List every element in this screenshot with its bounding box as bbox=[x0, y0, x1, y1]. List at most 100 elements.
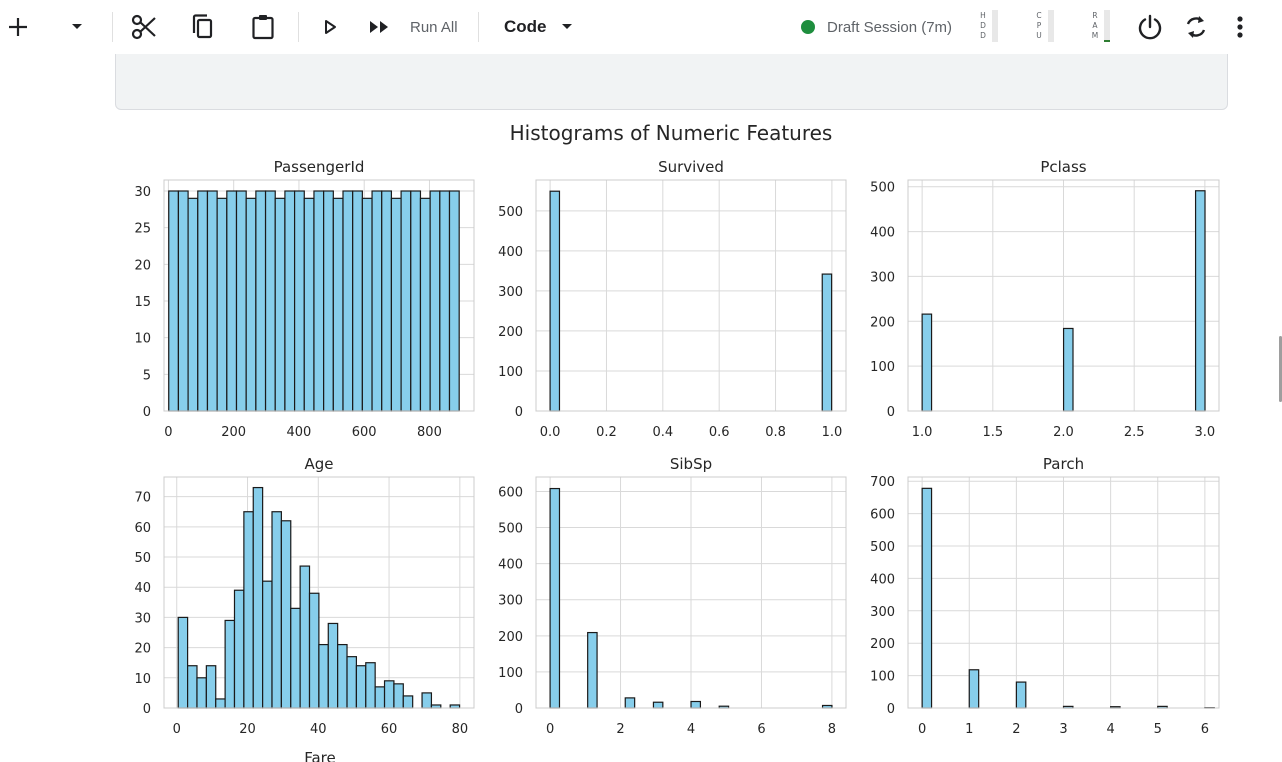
add-cell-button[interactable] bbox=[4, 11, 32, 43]
paste-button[interactable] bbox=[248, 10, 278, 44]
histogram-bar bbox=[365, 662, 376, 709]
y-tick-label: 20 bbox=[134, 258, 151, 273]
x-tick-label: 40 bbox=[310, 722, 327, 737]
y-tick-label: 500 bbox=[498, 522, 523, 537]
histogram-bar bbox=[303, 197, 315, 412]
y-tick-label: 30 bbox=[134, 611, 151, 626]
histogram-bar bbox=[177, 616, 189, 709]
y-tick-label: 300 bbox=[870, 605, 895, 620]
x-tick-label: 1.5 bbox=[982, 425, 1003, 440]
histogram-bar bbox=[400, 190, 412, 412]
copy-button[interactable] bbox=[188, 10, 218, 44]
x-tick-label: 200 bbox=[221, 425, 246, 440]
y-tick-label: 10 bbox=[134, 672, 151, 687]
x-tick-label: 800 bbox=[417, 425, 442, 440]
x-tick-label: 2 bbox=[616, 722, 624, 737]
cut-button[interactable] bbox=[128, 10, 160, 44]
power-button[interactable] bbox=[1134, 10, 1166, 44]
figure-title: Histograms of Numeric Features bbox=[510, 121, 833, 145]
histogram-bar bbox=[187, 665, 198, 709]
histogram-bar bbox=[439, 190, 451, 412]
x-tick-label: 0 bbox=[173, 722, 181, 737]
toolbar-divider bbox=[298, 12, 299, 42]
subplot-passengerid: 0 200 400 600 800 0 5 10 15 20 25 30 PassengerId bbox=[134, 158, 475, 440]
cell-type-select[interactable]: Code bbox=[496, 11, 586, 43]
y-tick-label: 400 bbox=[870, 572, 895, 587]
histogram-bar bbox=[318, 643, 329, 709]
subplot-age: 0 20 40 60 80 0 10 20 30 40 50 60 70 Age bbox=[134, 455, 475, 737]
histogram-bar bbox=[690, 700, 702, 709]
subplot-parch: 0 1 2 3 4 5 6 0 100 200 300 400 500 600 700 Parch bbox=[870, 455, 1220, 737]
histogram-bar bbox=[255, 190, 267, 412]
y-tick-label: 60 bbox=[134, 521, 151, 536]
y-tick-label: 400 bbox=[498, 245, 523, 260]
axes-frame bbox=[535, 179, 847, 412]
cpu-meter-bar bbox=[1048, 10, 1054, 42]
x-tick-label: 1 bbox=[965, 722, 973, 737]
histogram-bar bbox=[233, 589, 245, 709]
session-status-dot bbox=[801, 20, 815, 34]
histogram-bar bbox=[390, 197, 402, 412]
y-tick-label: 0 bbox=[887, 405, 895, 420]
more-options-button[interactable] bbox=[1226, 10, 1254, 44]
y-tick-label: 0 bbox=[143, 702, 151, 717]
more-vert-icon bbox=[1237, 16, 1243, 38]
chevron-down-icon bbox=[561, 24, 572, 29]
y-tick-label: 100 bbox=[498, 666, 523, 681]
histogram-bar bbox=[821, 273, 833, 412]
y-tick-label: 100 bbox=[870, 670, 895, 685]
x-tick-label: 80 bbox=[452, 722, 469, 737]
y-tick-label: 100 bbox=[498, 365, 523, 380]
histogram-bar bbox=[1194, 190, 1206, 412]
run-all-button[interactable]: Run All bbox=[366, 11, 466, 43]
y-tick-label: 300 bbox=[870, 270, 895, 285]
y-tick-label: 30 bbox=[134, 185, 151, 200]
subplot-pclass: 1.0 1.5 2.0 2.5 3.0 0 100 200 300 400 500 Pclass bbox=[870, 158, 1220, 440]
histogram-bar bbox=[421, 692, 433, 709]
x-tick-label: 0.8 bbox=[765, 425, 786, 440]
restart-button[interactable] bbox=[1180, 10, 1212, 44]
histogram-bar bbox=[332, 197, 344, 412]
x-tick-label: 20 bbox=[239, 722, 256, 737]
y-tick-label: 500 bbox=[498, 205, 523, 220]
toolbar-divider bbox=[112, 12, 113, 42]
x-tick-label: 2 bbox=[1012, 722, 1020, 737]
histogram-bar bbox=[1062, 327, 1074, 412]
y-tick-label: 0 bbox=[515, 702, 523, 717]
y-tick-label: 600 bbox=[498, 485, 523, 500]
run-all-label: Run All bbox=[410, 18, 458, 36]
histogram-bar bbox=[168, 190, 180, 412]
run-cell-button[interactable] bbox=[316, 11, 344, 43]
scrollbar-thumb[interactable] bbox=[1279, 336, 1282, 402]
y-tick-label: 200 bbox=[870, 637, 895, 652]
y-tick-label: 400 bbox=[498, 558, 523, 573]
histogram-bar bbox=[393, 683, 404, 709]
histogram-bar bbox=[308, 592, 320, 709]
subplot-sibsp: 0 2 4 6 8 0 100 200 300 400 500 600 SibSp bbox=[498, 455, 847, 737]
axes-frame bbox=[163, 476, 475, 709]
histogram-bar bbox=[177, 190, 189, 412]
axes-frame bbox=[535, 476, 847, 709]
histogram-bar bbox=[293, 190, 305, 412]
session-status[interactable]: Draft Session (7m) bbox=[798, 11, 968, 43]
histogram-bar bbox=[205, 665, 217, 709]
histogram-bar bbox=[361, 197, 373, 412]
histogram-bar bbox=[197, 190, 209, 412]
add-cell-menu-button[interactable] bbox=[64, 11, 90, 43]
histogram-bar bbox=[549, 190, 561, 412]
histogram-bar bbox=[313, 190, 325, 412]
hdd-meter-bar bbox=[992, 10, 998, 42]
x-tick-label: 6 bbox=[1201, 722, 1209, 737]
histogram-bar bbox=[271, 511, 282, 709]
y-tick-label: 0 bbox=[143, 405, 151, 420]
y-tick-label: 25 bbox=[134, 222, 151, 237]
histogram-bar bbox=[280, 520, 292, 709]
subplot-title: Parch bbox=[1043, 455, 1084, 473]
histogram-bar bbox=[374, 686, 386, 709]
